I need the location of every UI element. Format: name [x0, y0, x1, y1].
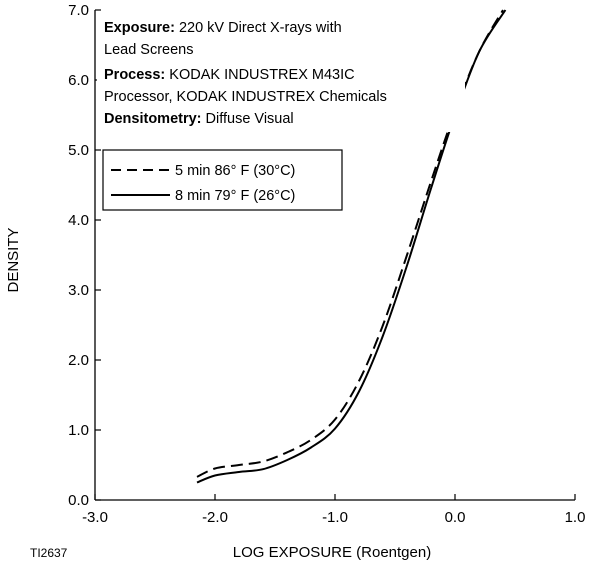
- annotation-line-3: Process: KODAK INDUSTREX M43IC: [104, 67, 355, 83]
- legend: 5 min 86° F (30°C) 8 min 79° F (26°C): [102, 149, 343, 211]
- y-tick-label: 1.0: [68, 422, 89, 439]
- x-tick-label: -1.0: [322, 509, 348, 526]
- y-tick-label: 2.0: [68, 352, 89, 369]
- y-tick-label: 3.0: [68, 282, 89, 299]
- x-tick-label: 0.0: [445, 509, 466, 526]
- annotation-box: Exposure: 220 kV Direct X-rays with Lead…: [97, 12, 465, 132]
- x-tick-label: -3.0: [82, 509, 108, 526]
- legend-border: [102, 149, 343, 211]
- y-tick-label: 6.0: [68, 72, 89, 89]
- y-axis-ticks: 0.0 1.0 2.0 3.0 4.0 5.0 6.0 7.0: [68, 2, 101, 509]
- y-tick-label: 7.0: [68, 2, 89, 19]
- x-tick-label: 1.0: [565, 509, 586, 526]
- annotation-line-5: Densitometry: Diffuse Visual: [104, 111, 294, 127]
- annotation-line-1: Exposure: 220 kV Direct X-rays with: [104, 20, 342, 36]
- legend-label-8min: 8 min 79° F (26°C): [175, 188, 295, 204]
- y-tick-label: 5.0: [68, 142, 89, 159]
- annotation-line-2: Lead Screens: [104, 42, 193, 58]
- figure-code: TI2637: [30, 546, 68, 560]
- annotation-box-border: [97, 12, 465, 132]
- series-line-5min-86f: [196, 9, 504, 478]
- y-tick-label: 4.0: [68, 212, 89, 229]
- y-axis-title: DENSITY: [5, 227, 22, 292]
- annotation-line-4: Processor, KODAK INDUSTREX Chemicals: [104, 89, 387, 105]
- x-axis-title: LOG EXPOSURE (Roentgen): [233, 544, 431, 561]
- y-tick-label: 0.0: [68, 492, 89, 509]
- legend-label-5min: 5 min 86° F (30°C): [175, 163, 295, 179]
- x-tick-label: -2.0: [202, 509, 228, 526]
- x-axis-ticks: -3.0 -2.0 -1.0 0.0 1.0: [82, 494, 585, 526]
